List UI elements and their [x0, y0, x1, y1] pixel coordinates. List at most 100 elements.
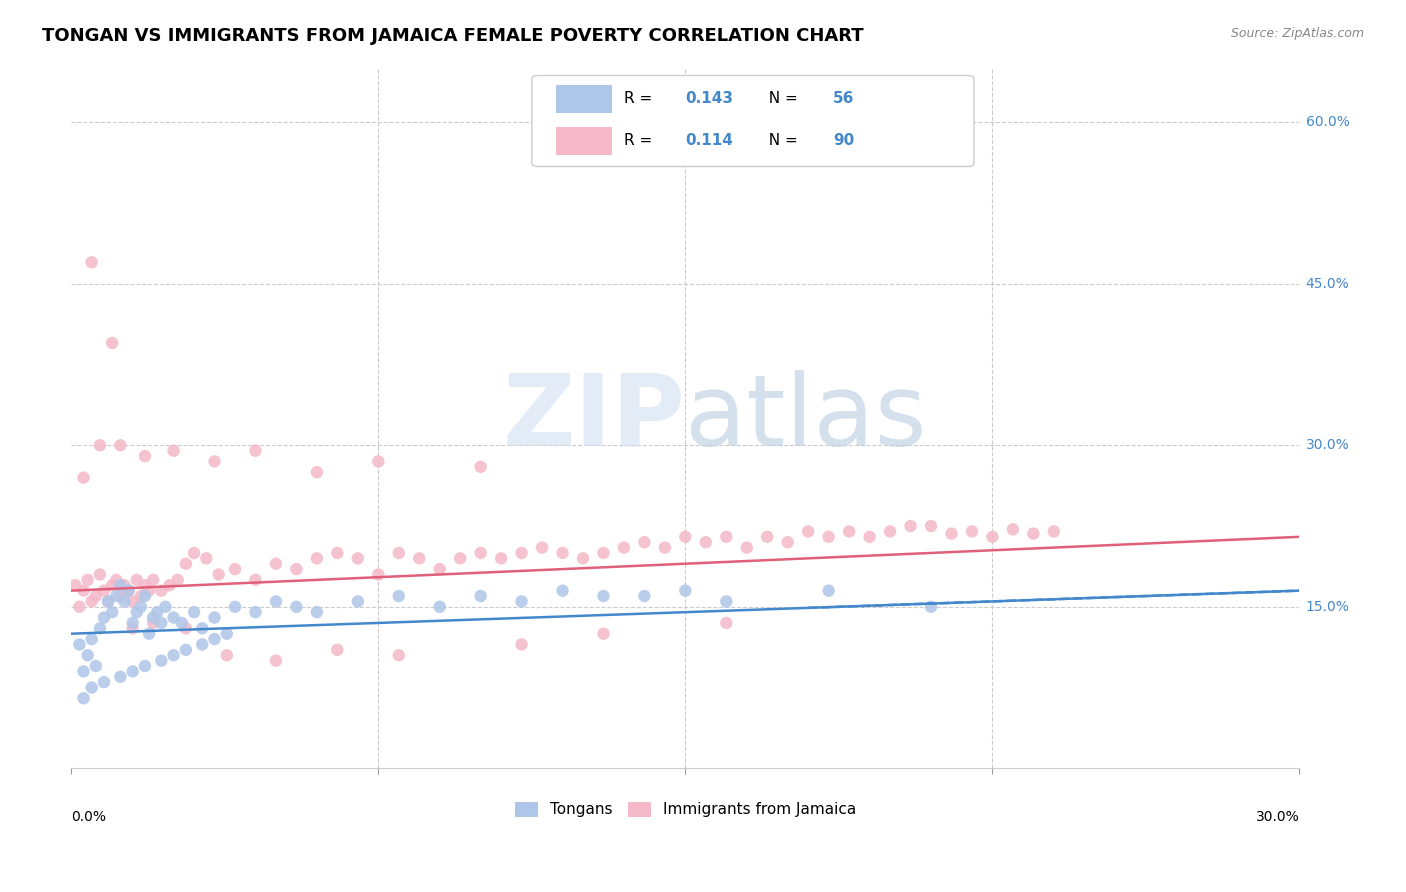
- Point: [105, 573, 128, 587]
- Point: [215, 648, 238, 663]
- Point: [134, 659, 156, 673]
- Point: [170, 615, 193, 630]
- Point: [797, 524, 820, 539]
- Point: [129, 589, 152, 603]
- Point: [174, 643, 197, 657]
- Point: [117, 583, 139, 598]
- Point: [191, 621, 214, 635]
- Text: 15.0%: 15.0%: [1306, 599, 1350, 614]
- Point: [162, 610, 184, 624]
- Point: [1043, 524, 1066, 539]
- Point: [470, 459, 492, 474]
- Point: [449, 551, 471, 566]
- Point: [264, 654, 287, 668]
- Point: [76, 648, 98, 663]
- Point: [134, 589, 156, 603]
- Point: [101, 605, 124, 619]
- Point: [204, 632, 226, 646]
- Point: [129, 599, 152, 614]
- Point: [347, 551, 370, 566]
- Point: [245, 573, 267, 587]
- Point: [429, 562, 451, 576]
- Point: [305, 605, 328, 619]
- FancyBboxPatch shape: [557, 127, 612, 154]
- Point: [470, 589, 492, 603]
- Point: [72, 665, 94, 679]
- Point: [80, 255, 103, 269]
- Text: Source: ZipAtlas.com: Source: ZipAtlas.com: [1230, 27, 1364, 40]
- Point: [776, 535, 799, 549]
- Point: [146, 605, 169, 619]
- Point: [1001, 522, 1024, 536]
- Point: [93, 583, 115, 598]
- Point: [89, 438, 111, 452]
- Text: ZIP: ZIP: [502, 370, 685, 467]
- Point: [900, 519, 922, 533]
- Legend: Tongans, Immigrants from Jamaica: Tongans, Immigrants from Jamaica: [509, 796, 862, 823]
- Text: 30.0%: 30.0%: [1256, 810, 1299, 824]
- Point: [716, 530, 738, 544]
- Point: [654, 541, 676, 555]
- Point: [408, 551, 430, 566]
- Text: TONGAN VS IMMIGRANTS FROM JAMAICA FEMALE POVERTY CORRELATION CHART: TONGAN VS IMMIGRANTS FROM JAMAICA FEMALE…: [42, 27, 863, 45]
- Point: [673, 583, 696, 598]
- Point: [93, 675, 115, 690]
- Point: [174, 621, 197, 635]
- Point: [105, 589, 128, 603]
- Text: N =: N =: [759, 133, 803, 148]
- Text: 90: 90: [832, 133, 853, 148]
- Point: [305, 551, 328, 566]
- Point: [162, 443, 184, 458]
- Point: [756, 530, 779, 544]
- Point: [981, 530, 1004, 544]
- Point: [134, 578, 156, 592]
- Point: [572, 551, 595, 566]
- Point: [142, 615, 165, 630]
- Point: [735, 541, 758, 555]
- Text: N =: N =: [759, 91, 803, 106]
- Point: [858, 530, 880, 544]
- Point: [347, 594, 370, 608]
- Point: [97, 594, 120, 608]
- Point: [551, 583, 574, 598]
- Point: [183, 546, 205, 560]
- Point: [388, 589, 411, 603]
- Point: [150, 583, 173, 598]
- Point: [117, 583, 139, 598]
- Point: [110, 438, 132, 452]
- Point: [76, 573, 98, 587]
- Point: [592, 546, 614, 560]
- Point: [367, 567, 389, 582]
- Point: [80, 681, 103, 695]
- Point: [510, 546, 533, 560]
- Point: [305, 465, 328, 479]
- Point: [162, 648, 184, 663]
- Point: [207, 567, 229, 582]
- Point: [114, 594, 136, 608]
- Point: [817, 583, 839, 598]
- Text: 0.114: 0.114: [685, 133, 734, 148]
- Point: [510, 637, 533, 651]
- Point: [245, 443, 267, 458]
- Point: [166, 573, 188, 587]
- Point: [388, 546, 411, 560]
- Point: [72, 470, 94, 484]
- Point: [150, 615, 173, 630]
- Point: [633, 535, 655, 549]
- Text: 0.0%: 0.0%: [72, 810, 107, 824]
- Point: [1022, 526, 1045, 541]
- Point: [142, 610, 165, 624]
- Point: [920, 519, 942, 533]
- Point: [941, 526, 963, 541]
- Point: [89, 567, 111, 582]
- Point: [264, 594, 287, 608]
- Point: [110, 589, 132, 603]
- Point: [110, 578, 132, 592]
- Point: [367, 454, 389, 468]
- Point: [204, 610, 226, 624]
- Point: [72, 583, 94, 598]
- Point: [245, 605, 267, 619]
- Point: [159, 578, 181, 592]
- Text: R =: R =: [624, 133, 657, 148]
- Point: [114, 578, 136, 592]
